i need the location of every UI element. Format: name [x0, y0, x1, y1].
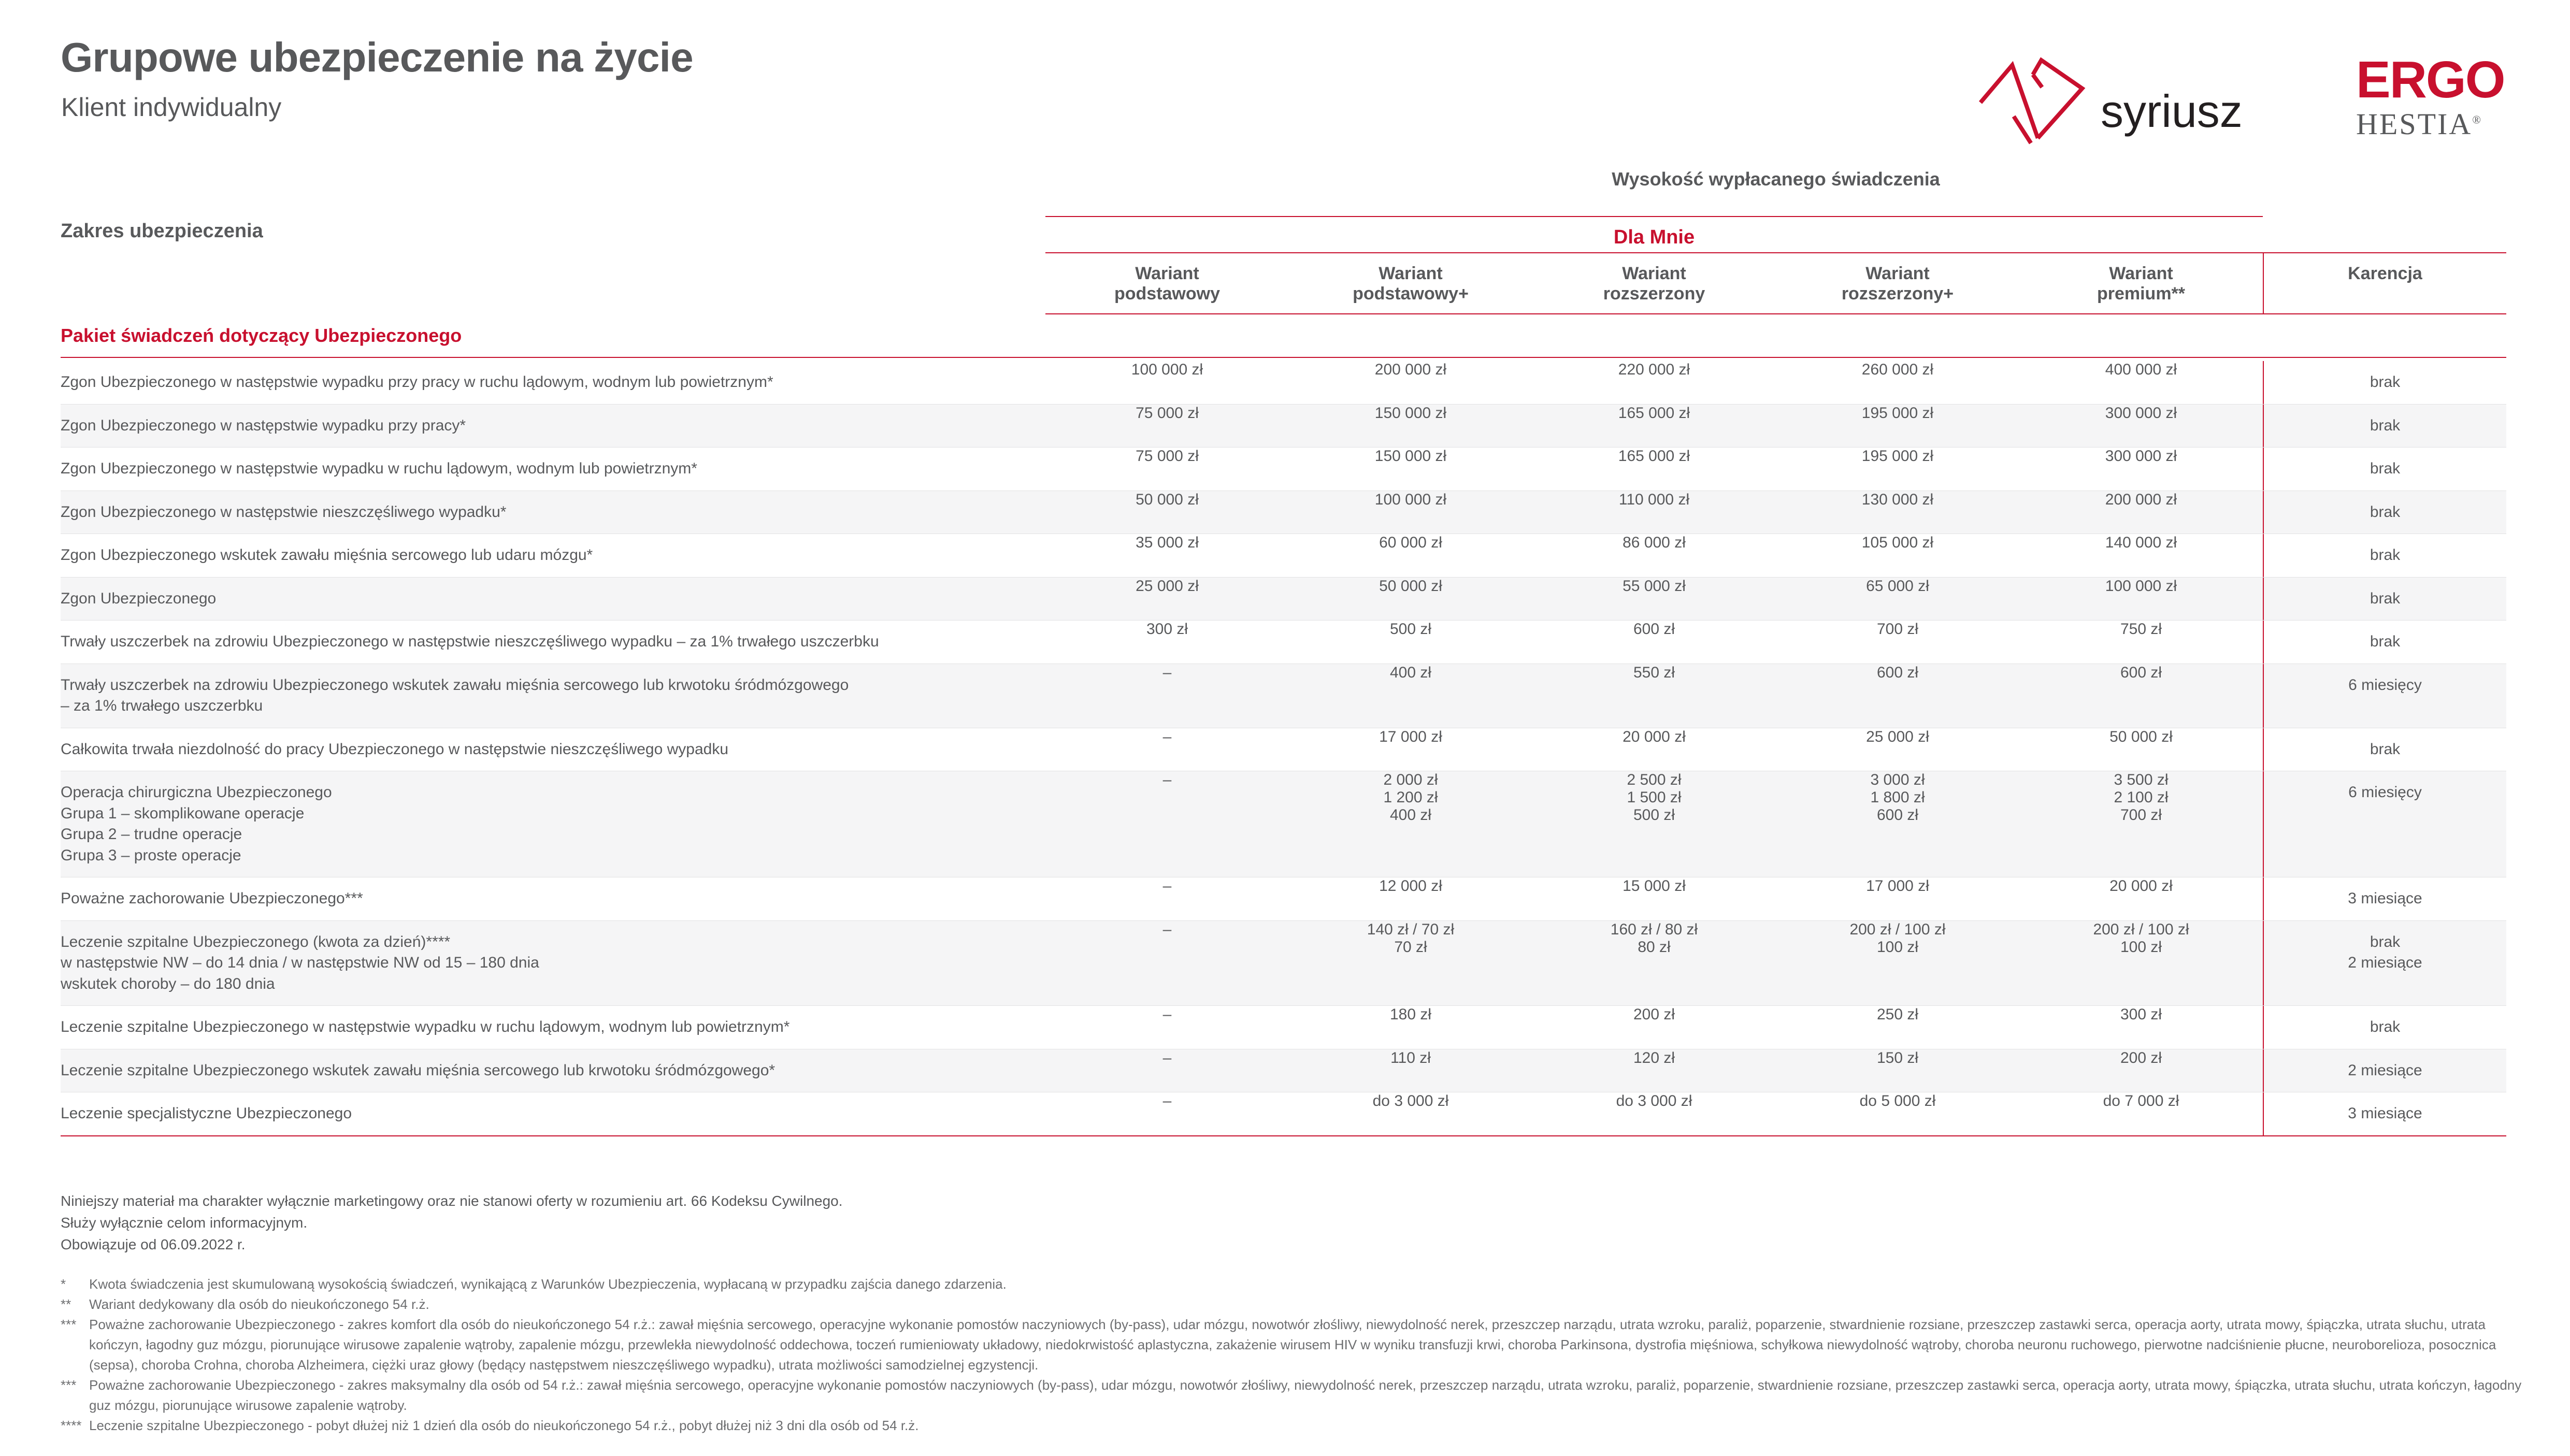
svg-text:syriusz: syriusz: [2101, 85, 2243, 137]
